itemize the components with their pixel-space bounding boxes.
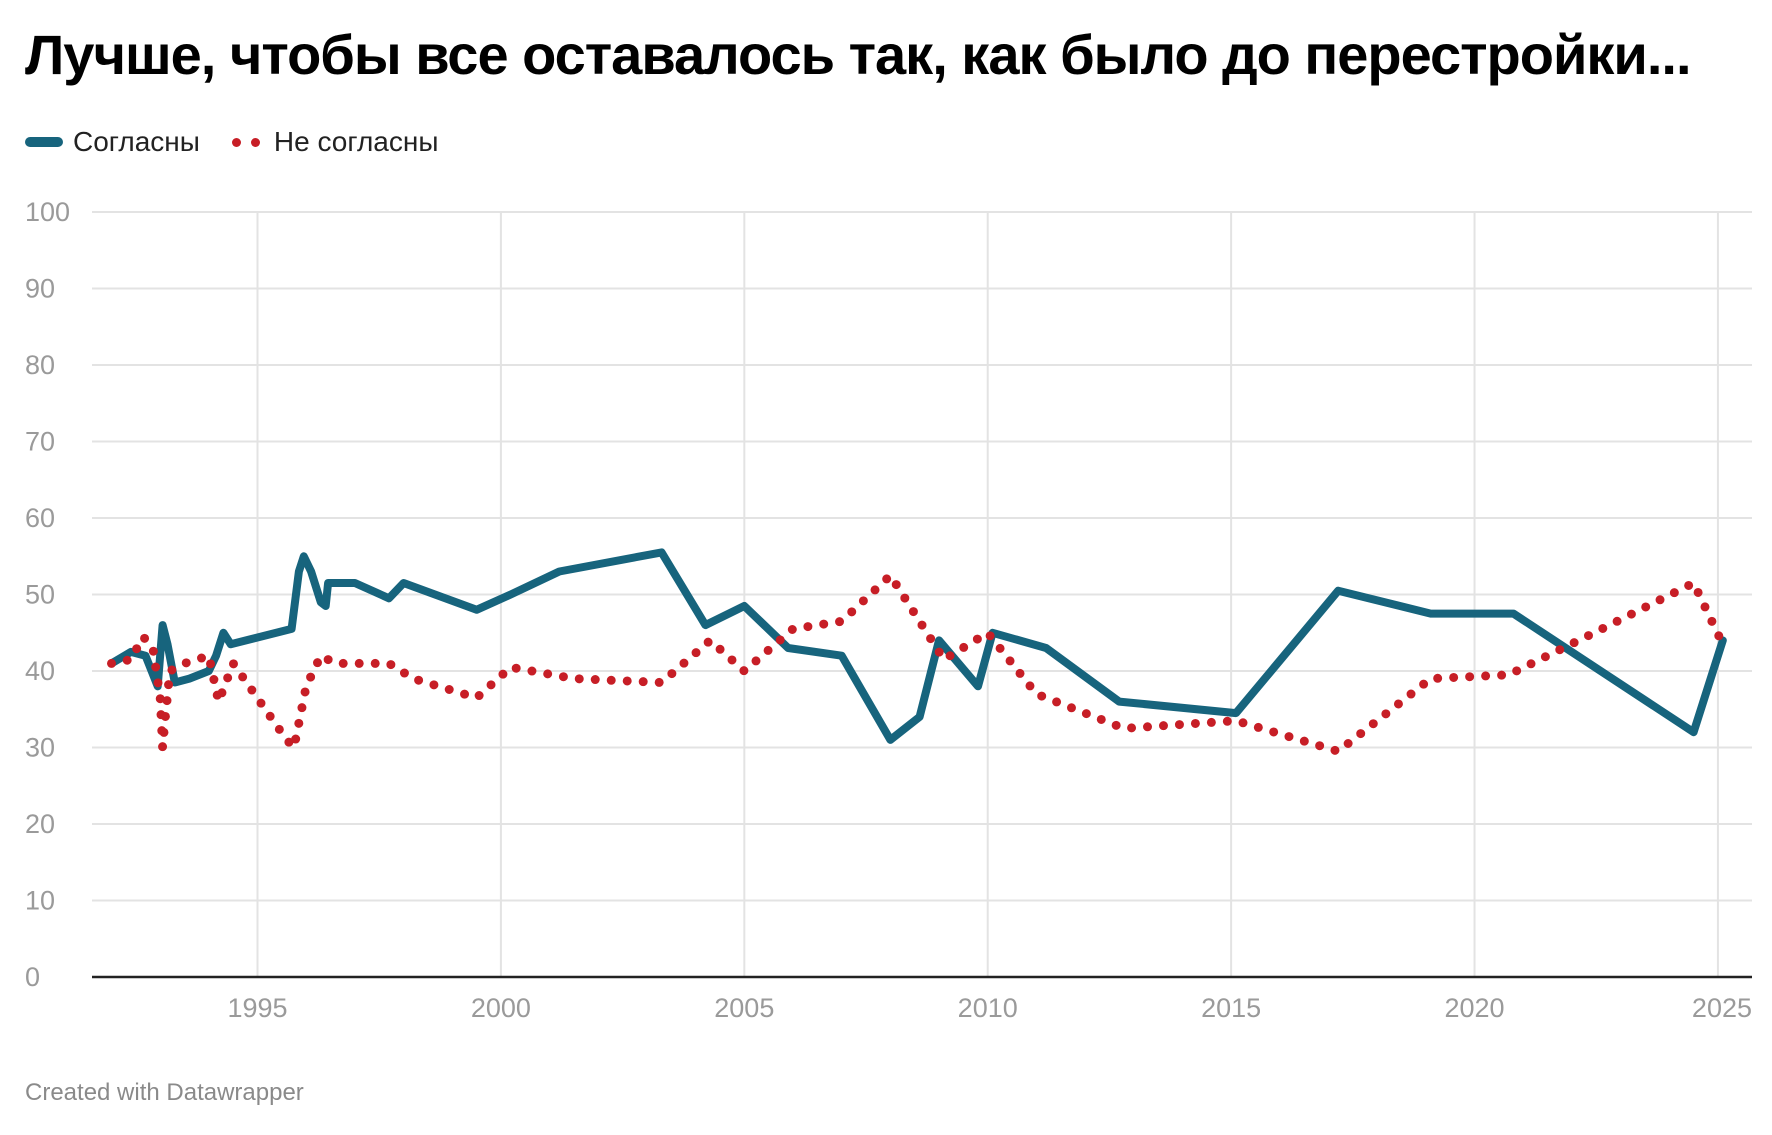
x-tick-label-2005: 2005 (714, 993, 774, 1023)
x-tick-label-2020: 2020 (1444, 993, 1504, 1023)
chart-title: Лучше, чтобы все оставалось так, как был… (25, 23, 1692, 86)
y-tick-label-50: 50 (25, 580, 55, 610)
x-tick-label-2010: 2010 (958, 993, 1018, 1023)
y-tick-label-40: 40 (25, 656, 55, 686)
y-tick-label-80: 80 (25, 350, 55, 380)
x-tick-label-2000: 2000 (471, 993, 531, 1023)
x-tick-label-2025: 2025 (1692, 993, 1752, 1023)
series-line-agree (107, 548, 1727, 744)
legend-item-agree: Согласны (25, 126, 200, 158)
legend-label-agree: Согласны (73, 126, 200, 157)
legend-swatch-agree (25, 137, 63, 147)
x-tick-label-2015: 2015 (1201, 993, 1261, 1023)
y-tick-label-10: 10 (25, 886, 55, 916)
legend-item-disagree: Не согласны (226, 126, 439, 158)
legend-swatch-disagree (231, 137, 260, 147)
series-line-disagree (107, 570, 1728, 756)
footer-credit: Created with Datawrapper (25, 1079, 304, 1106)
y-tick-label-0: 0 (25, 962, 40, 992)
y-tick-label-30: 30 (25, 733, 55, 763)
y-tick-label-100: 100 (25, 197, 70, 227)
y-tick-label-20: 20 (25, 809, 55, 839)
y-tick-label-90: 90 (25, 274, 55, 304)
y-tick-label-60: 60 (25, 503, 55, 533)
legend-label-disagree: Не согласны (273, 126, 439, 157)
y-tick-label-70: 70 (25, 427, 55, 457)
chart-legend: Согласны Не согласны (25, 126, 464, 158)
x-tick-label-1995: 1995 (227, 993, 287, 1023)
